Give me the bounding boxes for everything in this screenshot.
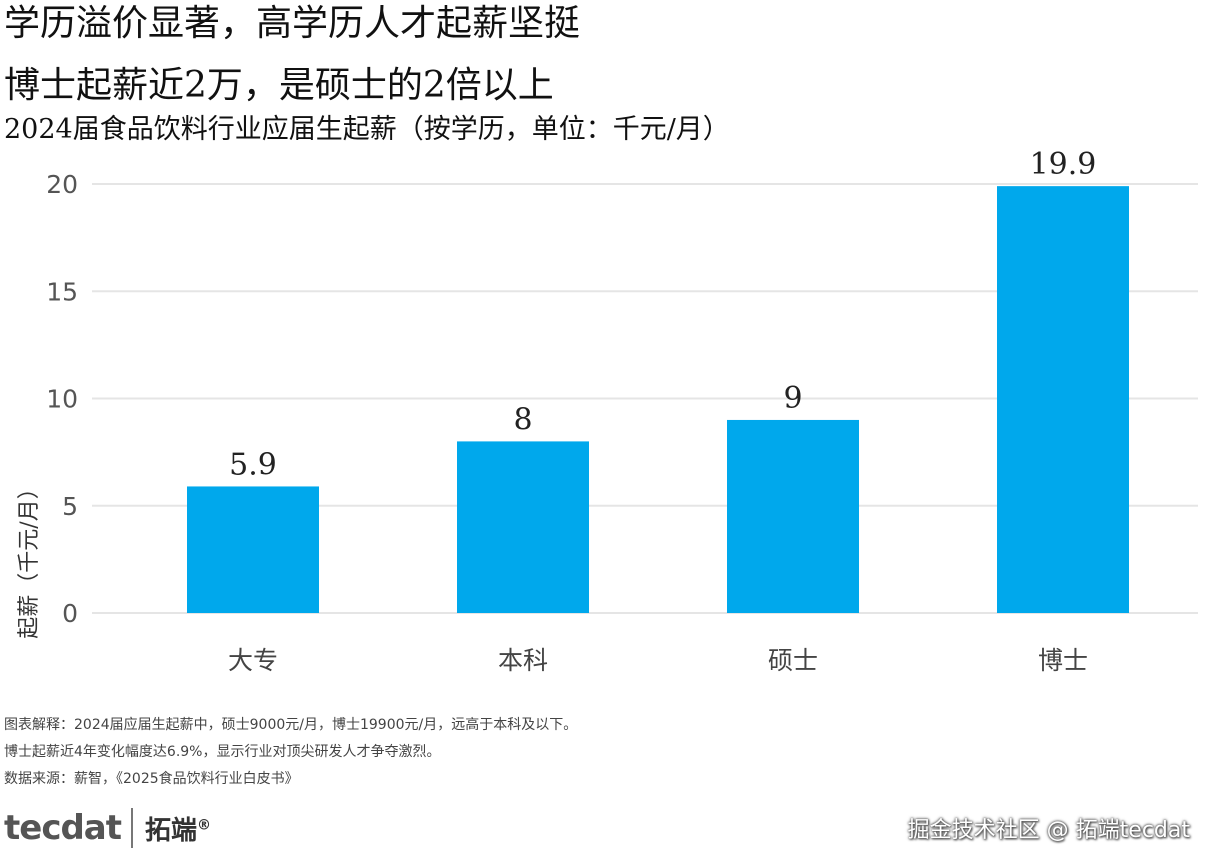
y-tick-label: 10: [46, 385, 78, 414]
x-tick-label: 本科: [498, 646, 548, 675]
bar-4: [997, 186, 1129, 613]
y-axis-ticks: 0 5 10 15 20: [46, 170, 78, 628]
note-explanation: 图表解释：2024届应届生起薪中，硕士9000元/月，博士19900元/月，远高…: [4, 717, 578, 733]
logo-wordmark: tecdat: [4, 808, 122, 848]
bars: [187, 186, 1129, 613]
bar-1: [187, 486, 319, 613]
chart-title-line-2: 博士起薪近2万，是硕士的2倍以上: [4, 65, 554, 106]
watermark: 掘金技术社区 @ 拓端tecdat: [907, 818, 1190, 843]
logo-divider: [131, 808, 134, 848]
bar-chart: 0 5 10 15 20 5.9 8 9 19.9 大专 本科 硕士 博士 起薪（千元/月）: [17, 150, 1198, 675]
bar-3: [727, 419, 859, 613]
y-tick-label: 5: [62, 492, 78, 521]
y-axis-label: 起薪（千元/月）: [17, 477, 42, 638]
y-tick-label: 15: [46, 277, 78, 306]
y-tick-label: 0: [62, 599, 78, 628]
data-label: 5.9: [229, 447, 277, 482]
note-trend: 博士起薪近4年变化幅度达6.9%，显示行业对顶尖研发人才争夺激烈。: [4, 744, 441, 760]
x-tick-label: 博士: [1038, 646, 1088, 675]
chart-title: 学历溢价显著，高学历人才起薪坚挺: [4, 3, 581, 44]
bar-2: [457, 441, 589, 613]
note-source: 数据来源：薪智，《2025食品饮料行业白皮书》: [4, 771, 299, 787]
data-labels: 5.9 8 9 19.9: [229, 150, 1096, 482]
x-tick-label: 硕士: [768, 646, 818, 675]
x-axis-ticks: 大专 本科 硕士 博士: [228, 646, 1088, 675]
logo-chinese-name: 拓端®: [145, 815, 212, 846]
x-tick-label: 大专: [228, 646, 278, 675]
y-tick-label: 20: [46, 170, 78, 199]
chart-notes: 图表解释：2024届应届生起薪中，硕士9000元/月，博士19900元/月，远高…: [4, 712, 577, 793]
data-label: 19.9: [1030, 150, 1097, 182]
data-label: 8: [513, 402, 532, 437]
data-label: 9: [783, 381, 802, 416]
brand-logo: tecdat 拓端®: [4, 800, 211, 856]
chart-subtitle: 2024届食品饮料行业应届生起薪（按学历，单位：千元/月）: [4, 114, 730, 145]
